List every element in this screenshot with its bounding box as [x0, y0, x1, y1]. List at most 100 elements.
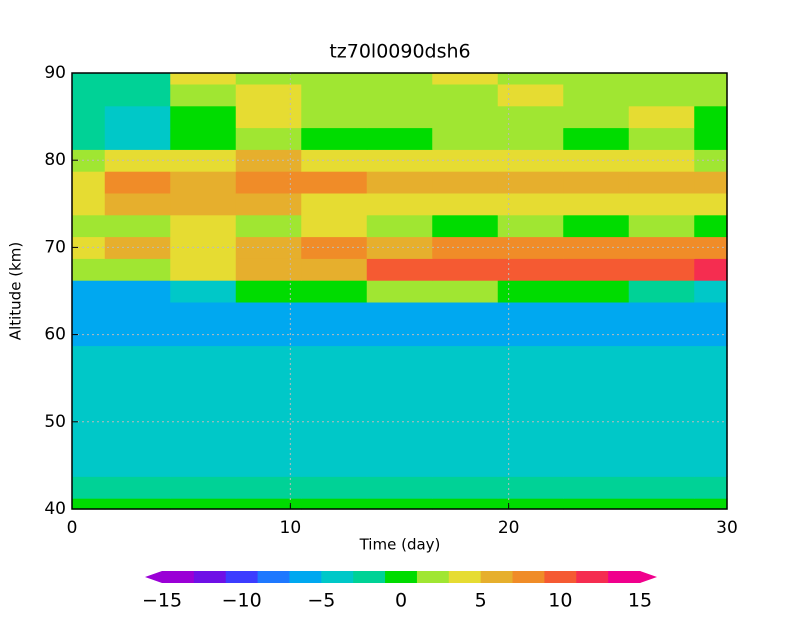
contour-cell	[72, 454, 106, 477]
contour-cell	[301, 280, 368, 303]
contour-cell	[301, 73, 368, 85]
contour-cell	[497, 171, 564, 194]
contour-cell	[563, 83, 630, 107]
contour-cell	[366, 258, 433, 281]
contour-cell	[235, 171, 302, 194]
contour-cell	[694, 476, 728, 499]
contour-cell	[235, 73, 302, 85]
contour-cell	[694, 83, 728, 107]
colorbar-tick-label: 5	[475, 590, 487, 612]
contour-cell	[366, 192, 433, 216]
contour-cell	[235, 498, 302, 510]
contour-cell	[104, 345, 171, 368]
contour-cell	[694, 345, 728, 368]
contour-cell	[563, 476, 630, 499]
contour-cell	[301, 301, 368, 325]
contour-cell	[432, 432, 499, 456]
y-tick-label: 80	[44, 150, 66, 170]
contour-cell	[694, 171, 728, 194]
contour-cell	[301, 105, 368, 129]
contour-cell	[72, 301, 106, 325]
contour-cell	[694, 236, 728, 259]
colorbar-box	[608, 571, 641, 583]
contour-cell	[563, 345, 630, 368]
contour-cell	[104, 192, 171, 216]
contour-cell	[104, 389, 171, 412]
contour-cell	[432, 83, 499, 107]
colorbar-tick-label: 15	[628, 590, 652, 612]
contour-cell	[235, 192, 302, 216]
contour-cell	[563, 258, 630, 281]
contour-cell	[235, 345, 302, 368]
contour-cell	[104, 127, 171, 150]
contour-cell	[432, 301, 499, 325]
contour-cell	[72, 345, 106, 368]
contour-cell	[497, 236, 564, 259]
contour-cell	[497, 73, 564, 85]
colorbar-box	[385, 571, 418, 583]
contour-cell	[497, 280, 564, 303]
colorbar-box	[544, 571, 577, 583]
contour-cell	[170, 301, 237, 325]
contour-cell	[72, 367, 106, 390]
contour-cell	[628, 214, 695, 238]
contour-cell	[366, 236, 433, 259]
contour-cell	[563, 73, 630, 85]
contour-cell	[563, 149, 630, 172]
contour-cell	[628, 454, 695, 477]
contour-cell	[235, 214, 302, 238]
contour-cell	[432, 171, 499, 194]
contour-cell	[72, 280, 106, 303]
contour-cell	[301, 432, 368, 456]
y-tick-label: 40	[44, 499, 66, 519]
contour-cell	[432, 345, 499, 368]
contour-cell	[72, 389, 106, 412]
contour-cell	[72, 127, 106, 150]
contour-cell	[170, 476, 237, 499]
contour-cell	[497, 389, 564, 412]
contour-cell	[432, 280, 499, 303]
contour-cell	[563, 280, 630, 303]
contour-cell	[628, 73, 695, 85]
contour-cell	[628, 127, 695, 150]
contour-cell	[235, 258, 302, 281]
contour-cell	[497, 127, 564, 150]
contour-cell	[432, 214, 499, 238]
contour-cell	[497, 454, 564, 477]
contour-cell	[235, 83, 302, 107]
contour-cell	[432, 410, 499, 434]
contour-cell	[301, 127, 368, 150]
contour-cell	[694, 105, 728, 129]
contour-cell	[366, 149, 433, 172]
contour-cell	[694, 301, 728, 325]
contour-cell	[432, 149, 499, 172]
contour-cell	[301, 236, 368, 259]
contour-cell	[366, 105, 433, 129]
colorbar-box	[257, 571, 290, 583]
contour-cell	[104, 105, 171, 129]
contour-cell	[563, 301, 630, 325]
y-axis-label: Altitude (km)	[7, 242, 25, 340]
contour-cell	[432, 476, 499, 499]
contour-cell	[366, 301, 433, 325]
contour-cell	[301, 410, 368, 434]
contour-cell	[628, 367, 695, 390]
contour-cell	[366, 127, 433, 150]
contour-cell	[694, 192, 728, 216]
contour-cell	[628, 301, 695, 325]
contour-cell	[432, 389, 499, 412]
contour-cell	[104, 73, 171, 85]
contour-cell	[72, 73, 106, 85]
contour-cell	[628, 192, 695, 216]
contour-cell	[694, 214, 728, 238]
contour-cell	[366, 432, 433, 456]
contour-cell	[170, 83, 237, 107]
contour-cell	[301, 345, 368, 368]
contour-cell	[104, 171, 171, 194]
contour-cell	[301, 367, 368, 390]
x-axis-label: Time (day)	[359, 536, 441, 554]
colorbar-tick-label: −10	[222, 590, 262, 612]
contour-cell	[628, 258, 695, 281]
contour-cell	[694, 258, 728, 281]
colorbar-box	[576, 571, 609, 583]
